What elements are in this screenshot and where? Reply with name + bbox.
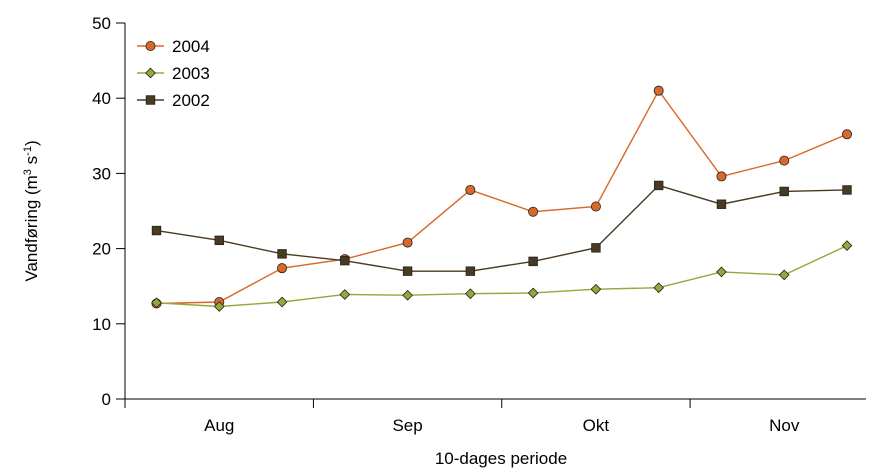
y-axis-ticks: 0 10 20 30 40 50 xyxy=(92,14,125,409)
series-layer xyxy=(151,85,853,312)
series-2002 xyxy=(151,180,852,276)
series-line-2002 xyxy=(156,184,848,272)
legend-label: 2002 xyxy=(172,91,210,110)
x-tick-label-aug: Aug xyxy=(204,416,234,435)
legend-item-2003: 2003 xyxy=(137,64,210,83)
data-point-2003 xyxy=(841,240,853,251)
data-point-2002 xyxy=(653,180,664,191)
data-point-2002 xyxy=(779,186,789,197)
legend-marker xyxy=(145,67,156,79)
y-tick-label: 50 xyxy=(92,14,111,33)
x-tick-label-sep: Sep xyxy=(392,416,422,435)
axes xyxy=(124,23,866,400)
data-point-2002 xyxy=(465,266,476,276)
data-point-2003 xyxy=(402,289,413,301)
legend-marker xyxy=(145,95,156,105)
data-point-2003 xyxy=(276,296,288,308)
data-point-2002 xyxy=(277,249,287,259)
legend-item-2002: 2002 xyxy=(137,91,210,110)
data-point-2002 xyxy=(151,225,162,236)
y-axis-title-mid: s xyxy=(22,156,41,169)
x-axis-ticks: Aug Sep Okt Nov xyxy=(124,399,800,435)
y-axis-title-end: ) xyxy=(22,140,41,146)
y-tick-label: 0 xyxy=(102,390,111,409)
legend: 2004 2003 2002 xyxy=(137,37,210,110)
y-tick-label: 40 xyxy=(92,89,111,108)
series-line-2004 xyxy=(156,89,848,305)
y-axis-title: Vandføring (m3 s-1) xyxy=(22,140,41,281)
legend-marker xyxy=(145,41,156,52)
series-line-2003 xyxy=(156,244,848,308)
x-tick-label-okt: Okt xyxy=(583,416,610,435)
data-point-2002 xyxy=(214,235,224,246)
data-point-2004 xyxy=(653,85,664,96)
data-point-2003 xyxy=(653,282,665,294)
y-axis-title-base: Vandføring (m xyxy=(22,175,41,281)
data-point-2003 xyxy=(778,269,790,281)
y-axis-title-sup2: -1 xyxy=(22,146,34,156)
data-point-2003 xyxy=(527,287,539,299)
data-point-2003 xyxy=(590,283,602,295)
y-tick-label: 20 xyxy=(92,240,111,259)
data-point-2004 xyxy=(590,201,601,212)
data-point-2003 xyxy=(151,297,162,309)
y-tick-label: 30 xyxy=(92,164,111,183)
data-point-2004 xyxy=(716,171,727,182)
data-point-2003 xyxy=(213,301,225,312)
series-2004 xyxy=(151,85,853,309)
legend-label: 2003 xyxy=(172,64,210,83)
series-2003 xyxy=(151,240,853,312)
data-point-2002 xyxy=(402,266,413,276)
x-axis-title: 10-dages periode xyxy=(435,449,567,468)
data-point-2004 xyxy=(528,206,539,217)
data-point-2004 xyxy=(779,155,790,166)
data-point-2002 xyxy=(340,255,350,266)
data-point-2003 xyxy=(464,288,476,300)
data-point-2004 xyxy=(277,263,288,274)
y-tick-label: 10 xyxy=(92,315,111,334)
data-point-2004 xyxy=(842,129,853,140)
data-point-2003 xyxy=(716,266,727,278)
legend-item-2004: 2004 xyxy=(137,37,210,56)
data-point-2003 xyxy=(339,289,351,300)
y-axis-title-sup1: 3 xyxy=(22,169,34,175)
data-point-2004 xyxy=(465,184,476,195)
data-point-2002 xyxy=(528,256,538,267)
legend-label: 2004 xyxy=(172,37,210,56)
data-point-2002 xyxy=(716,199,727,209)
data-point-2002 xyxy=(842,185,852,195)
data-point-2002 xyxy=(591,243,601,253)
data-point-2004 xyxy=(402,237,413,248)
x-tick-label-nov: Nov xyxy=(769,416,800,435)
